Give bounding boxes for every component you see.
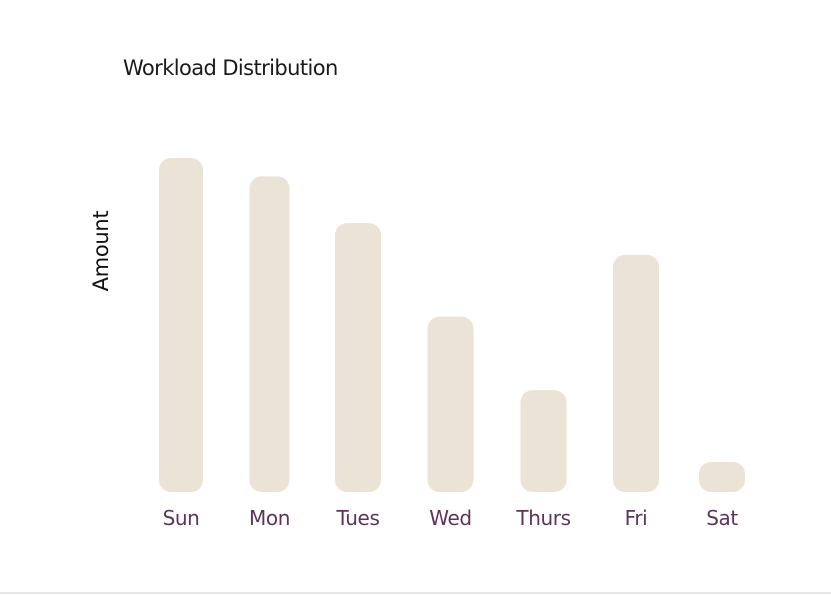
x-tick-label-wed: Wed bbox=[429, 506, 471, 530]
bar-sat bbox=[699, 461, 745, 492]
bar-fri bbox=[613, 254, 659, 492]
x-tick-label-thurs: Thurs bbox=[515, 506, 570, 530]
bar-thurs bbox=[520, 390, 567, 492]
bottom-divider bbox=[0, 592, 831, 594]
x-tick-label-sun: Sun bbox=[163, 506, 200, 530]
x-tick-label-mon: Mon bbox=[249, 506, 290, 530]
bar-sun bbox=[159, 158, 203, 492]
bar-mon bbox=[249, 176, 290, 492]
bar-wed bbox=[427, 316, 474, 492]
x-tick-label-tues: Tues bbox=[336, 506, 380, 530]
x-tick-label-fri: Fri bbox=[625, 506, 648, 530]
chart-title: Workload Distribution bbox=[123, 56, 338, 80]
x-tick-label-sat: Sat bbox=[706, 506, 738, 530]
bar-tues bbox=[335, 223, 381, 492]
